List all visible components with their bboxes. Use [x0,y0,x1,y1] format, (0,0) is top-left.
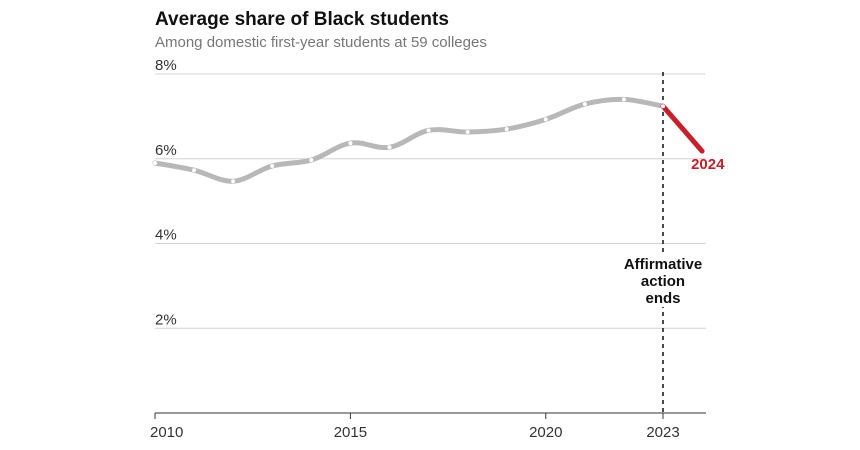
annotation-bg [629,290,698,307]
y-tick-label: 8% [155,57,177,74]
x-tick-label: 2023 [646,424,679,441]
annotation-text: Affirmative [624,256,702,273]
annotation-bg [629,273,698,290]
point [153,160,157,165]
chart-title: Average share of Black students [155,9,449,30]
x-tick-label: 2015 [334,424,367,441]
end-label: 2024 [691,156,725,173]
annotation-text: action [641,273,685,290]
point [309,158,314,163]
y-tick-label: 2% [155,311,177,328]
point [231,179,236,184]
y-tick-label: 6% [155,142,177,159]
point [661,104,666,109]
point [192,168,197,173]
point [621,97,626,102]
annotation-bg [629,256,698,273]
point [543,117,548,122]
point [270,163,275,168]
point [348,141,353,146]
point [504,127,509,132]
point [465,130,470,135]
x-tick-label: 2020 [529,424,562,441]
x-tick-label: 2010 [150,424,183,441]
line-last-segment [660,103,705,154]
annotation-text: ends [646,290,681,307]
point [426,128,431,133]
point [582,102,587,107]
line [152,96,666,184]
y-tick-label: 4% [155,227,177,244]
chart-subtitle: Among domestic first-year students at 59… [155,34,487,51]
point [387,145,392,150]
